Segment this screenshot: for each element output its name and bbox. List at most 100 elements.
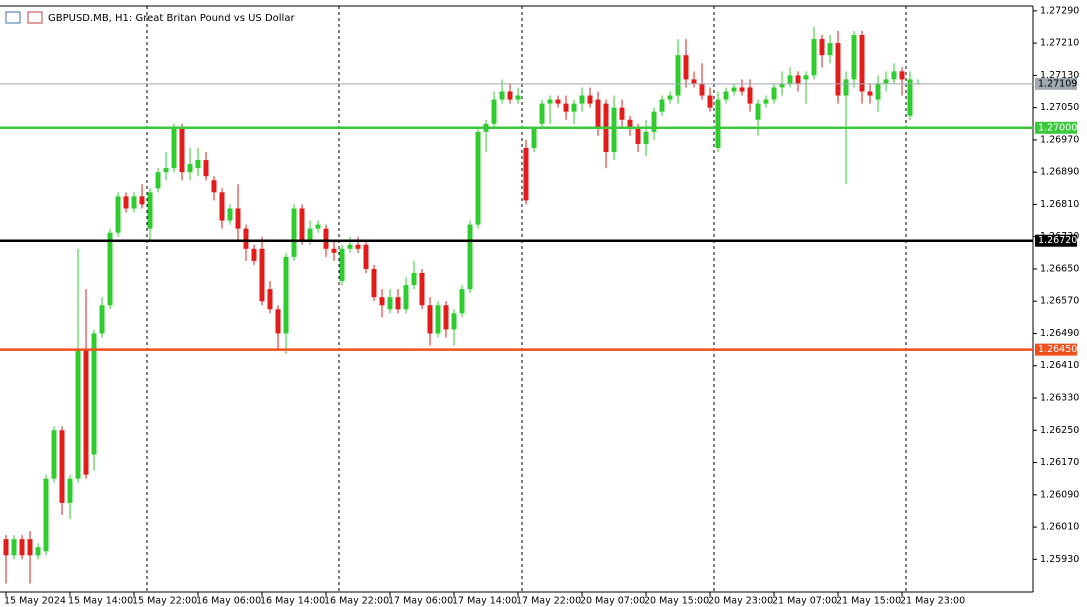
candle-body [523, 147, 529, 201]
x-tick-label: 15 May 22:00 [132, 596, 197, 607]
candle-body [803, 75, 809, 80]
candle-body [619, 107, 625, 120]
candle-body [739, 87, 745, 92]
x-tick-label: 15 May 2024 [4, 596, 66, 607]
y-tick-label: 1.26810 [1040, 199, 1079, 210]
y-tick-label: 1.25930 [1040, 554, 1079, 565]
candle-body [899, 71, 905, 80]
candle-body [819, 39, 825, 56]
candle-body [555, 99, 561, 104]
candle-body [731, 87, 737, 92]
x-tick-label: 16 May 14:00 [260, 596, 325, 607]
candle-body [91, 333, 97, 455]
price-level-tag [1035, 343, 1077, 356]
candle-body [859, 35, 865, 92]
candle-body [491, 99, 497, 124]
y-tick-label: 1.26890 [1040, 167, 1079, 178]
candle-body [219, 192, 225, 221]
chart-title: GBPUSD.MB, H1: Great Britan Pound vs US … [48, 13, 295, 24]
candle-body [379, 297, 385, 306]
candle-body [611, 107, 617, 152]
candle-body [587, 95, 593, 104]
y-tick-label: 1.26490 [1040, 328, 1079, 339]
candle-body [811, 39, 817, 76]
price-level-label: 1.27109 [1038, 78, 1077, 89]
candle-body [707, 95, 713, 108]
candle-body [211, 180, 217, 193]
y-tick-label: 1.26170 [1040, 457, 1079, 468]
candle-body [691, 79, 697, 84]
candle-body [235, 208, 241, 229]
candle-body [715, 99, 721, 148]
candle-body [563, 103, 569, 112]
candle-body [467, 224, 473, 290]
candle-body [795, 75, 801, 84]
candle-body [651, 111, 657, 132]
candle-body [363, 244, 369, 269]
x-tick-label: 20 May 15:00 [644, 596, 709, 607]
candle-body [299, 208, 305, 241]
x-tick-label: 17 May 14:00 [452, 596, 517, 607]
candle-body [411, 272, 417, 286]
candle-body [683, 55, 689, 80]
candle-body [827, 43, 833, 56]
period-separators [146, 6, 907, 592]
candle-body [347, 244, 353, 249]
candle-body [75, 349, 81, 479]
candle-body [227, 208, 233, 221]
icon[interactable] [5, 11, 21, 24]
candle-body [203, 160, 209, 177]
candle-body [763, 99, 769, 104]
candle-body [675, 55, 681, 96]
candle-body [195, 160, 201, 169]
candle-body [851, 35, 857, 80]
candle-body [699, 83, 705, 96]
candle-body [283, 256, 289, 334]
x-tick-label: 15 May 14:00 [68, 596, 133, 607]
candle-body [339, 248, 345, 282]
candle-body [19, 539, 25, 556]
candle-body [835, 43, 841, 96]
candle-body [355, 244, 361, 249]
candle-body [307, 228, 313, 241]
candle-body [659, 99, 665, 112]
y-tick-label: 1.26570 [1040, 296, 1079, 307]
candle-body [395, 297, 401, 310]
price-level-label: 1.26720 [1038, 235, 1077, 246]
candle-body [539, 103, 545, 124]
x-tick-label: 16 May 06:00 [196, 596, 261, 607]
candle-body [43, 478, 49, 552]
y-tick-label: 1.26330 [1040, 393, 1079, 404]
candle-body [259, 248, 265, 302]
candle-body [171, 127, 177, 169]
price-level-label: 1.26450 [1038, 344, 1077, 355]
x-tick-label: 16 May 22:00 [324, 596, 389, 607]
candle-body [83, 349, 89, 475]
candle-body [723, 91, 729, 100]
candle-body [595, 99, 601, 128]
y-tick-label: 1.26090 [1040, 489, 1079, 500]
candle-body [571, 103, 577, 112]
candle-body [315, 224, 321, 229]
candle-body [139, 196, 145, 205]
candle-body [131, 196, 137, 209]
y-tick-label: 1.26410 [1040, 360, 1079, 371]
candle-body [331, 248, 337, 253]
y-tick-label: 1.26010 [1040, 522, 1079, 533]
candle-body [755, 103, 761, 120]
candle-body [163, 168, 169, 173]
candle-body [443, 305, 449, 330]
candle-body [883, 79, 889, 84]
candle-body [147, 192, 153, 229]
candle-body [787, 75, 793, 84]
candle-body [371, 268, 377, 298]
candle-body [99, 305, 105, 334]
candle-body [179, 127, 185, 173]
x-tick-label: 21 May 07:00 [772, 596, 837, 607]
candle-body [403, 285, 409, 310]
candle-body [875, 83, 881, 100]
icon[interactable] [27, 11, 43, 24]
candle-body [3, 539, 9, 556]
